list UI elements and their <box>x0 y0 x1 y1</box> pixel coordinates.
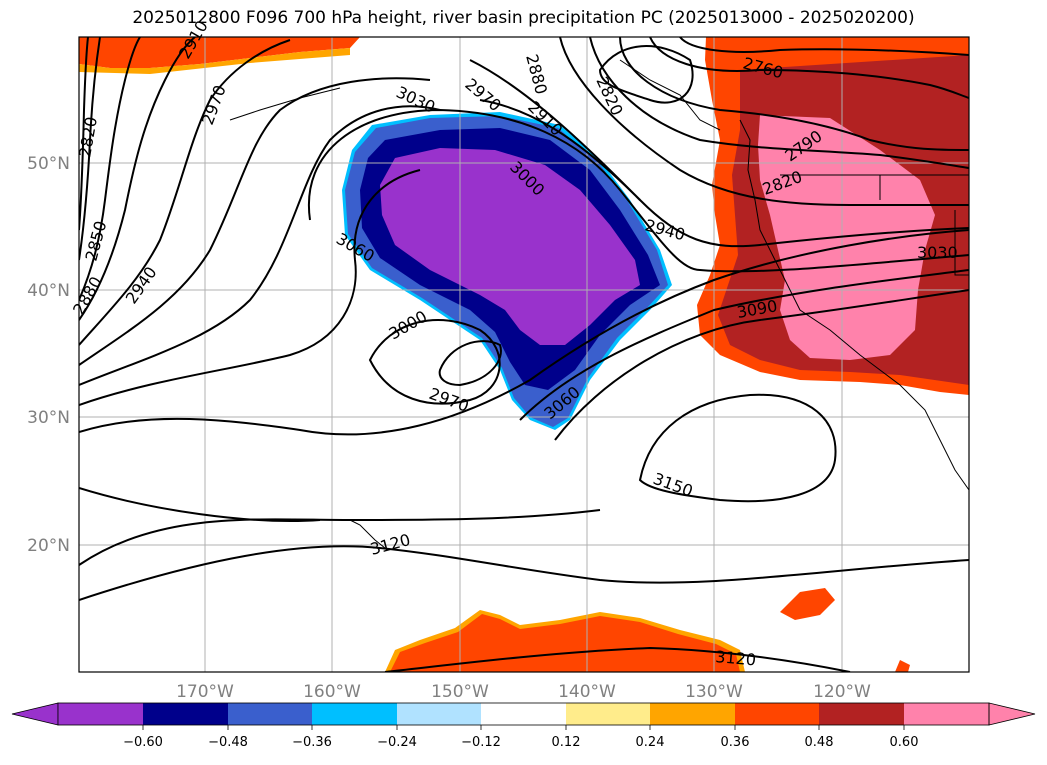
lat-label: 20°N <box>27 536 70 556</box>
lon-label: 120°W <box>813 682 871 702</box>
colorbar-segment <box>819 703 904 725</box>
colorbar-segment <box>58 703 143 725</box>
colorbar-segment <box>312 703 397 725</box>
longitude-labels: 170°W 160°W 150°W 140°W 130°W 120°W <box>176 682 871 702</box>
contour-label: 3120 <box>715 647 757 669</box>
colorbar-tick-label: 0.36 <box>721 735 750 750</box>
lat-label: 50°N <box>27 154 70 174</box>
colorbar-segment <box>228 703 312 725</box>
lon-label: 160°W <box>303 682 361 702</box>
colorbar-tick-label: −0.36 <box>292 735 332 750</box>
colorbar-tick-label: −0.48 <box>208 735 248 750</box>
lon-label: 150°W <box>431 682 489 702</box>
colorbar-segment <box>566 703 650 725</box>
colorbar-segment <box>481 703 566 725</box>
colorbar-segment <box>904 703 989 725</box>
precip-region-northwest <box>79 37 360 68</box>
colorbar-tick-label: 0.60 <box>890 735 919 750</box>
colorbar-tick-label: −0.24 <box>377 735 417 750</box>
colorbar-tick-label: −0.60 <box>123 735 163 750</box>
colorbar-tick-label: 0.48 <box>805 735 834 750</box>
map-title: 2025012800 F096 700 hPa height, river ba… <box>132 8 915 28</box>
colorbar-max-extend <box>988 702 1036 726</box>
colorbar-tick-label: −0.12 <box>461 735 501 750</box>
latitude-labels: 50°N 40°N 30°N 20°N <box>27 154 70 556</box>
lon-label: 140°W <box>558 682 616 702</box>
colorbar-segment <box>397 703 481 725</box>
colorbar-segment <box>735 703 819 725</box>
lat-label: 30°N <box>27 408 70 428</box>
colorbar-ticks <box>142 725 905 730</box>
colorbar-min-extend <box>11 702 59 726</box>
colorbar-segment <box>650 703 735 725</box>
lon-label: 130°W <box>685 682 743 702</box>
lat-label: 40°N <box>27 281 70 301</box>
colorbar-segment <box>143 703 228 725</box>
contour-label: 3030 <box>917 243 958 262</box>
colorbar-tick-label: 0.12 <box>552 735 581 750</box>
colorbar-tick-label: 0.24 <box>636 735 665 750</box>
height-contours <box>79 37 969 672</box>
lon-label: 170°W <box>176 682 234 702</box>
colorbar: −0.60 −0.48 −0.36 −0.24 −0.12 0.12 0.24 … <box>11 702 1036 750</box>
map-frame <box>78 36 970 673</box>
